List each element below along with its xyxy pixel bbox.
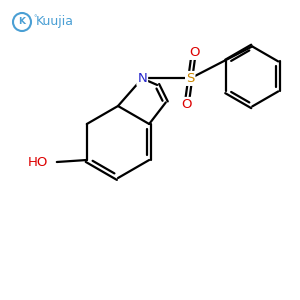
Text: O: O [189, 46, 200, 59]
Text: HO: HO [27, 155, 48, 169]
Text: Kuujia: Kuujia [36, 16, 74, 28]
Text: °: ° [33, 15, 37, 21]
Text: S: S [186, 72, 194, 85]
Text: N: N [137, 72, 147, 85]
Text: O: O [181, 98, 191, 111]
Text: K: K [19, 17, 26, 26]
